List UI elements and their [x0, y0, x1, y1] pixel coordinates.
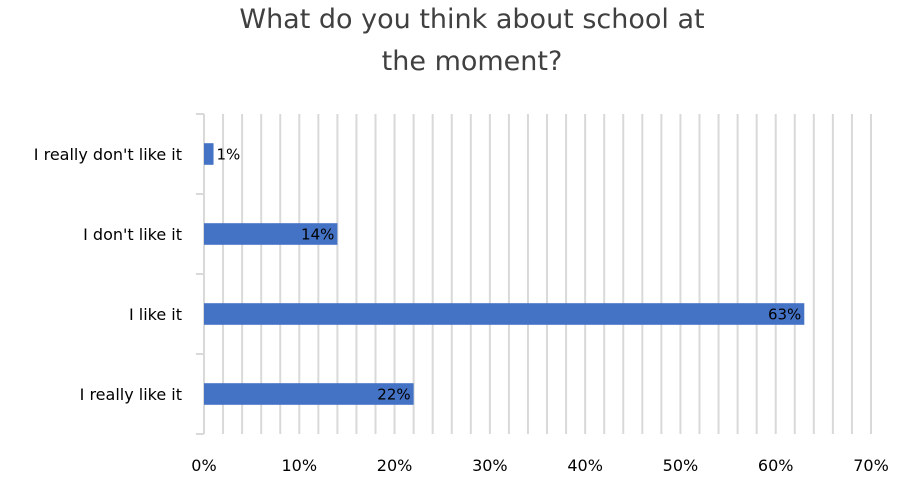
- data-label: 14%: [301, 226, 334, 244]
- x-tick-label: 60%: [758, 456, 794, 475]
- chart-title: What do you think about school at the mo…: [239, 4, 704, 77]
- category-label: I really like it: [80, 385, 182, 404]
- x-tick-label: 30%: [472, 456, 508, 475]
- x-tick-label: 50%: [663, 456, 699, 475]
- chart-title-line-1: What do you think about school at: [239, 4, 704, 35]
- data-label: 1%: [217, 146, 241, 164]
- x-tick-label: 10%: [282, 456, 318, 475]
- data-label: 63%: [768, 306, 801, 324]
- category-label: I like it: [129, 305, 182, 324]
- bars: [204, 143, 805, 405]
- chart-title-line-2: the moment?: [382, 46, 563, 77]
- data-label: 22%: [377, 386, 410, 404]
- bar: [204, 303, 805, 325]
- category-axis: [196, 113, 205, 435]
- gridlines: [222, 114, 872, 434]
- category-label: I really don't like it: [34, 145, 182, 164]
- x-tick-label: 70%: [853, 456, 889, 475]
- bar: [204, 143, 214, 165]
- data-labels: 1% 14% 63% 22%: [217, 146, 802, 404]
- x-tick-label: 0%: [191, 456, 216, 475]
- category-labels: I really don't like it I don't like it I l…: [34, 145, 182, 404]
- x-tick-label: 20%: [377, 456, 413, 475]
- bar: [204, 383, 414, 405]
- x-tick-labels: 0% 10% 20% 30% 40% 50% 60% 70%: [191, 456, 888, 475]
- category-label: I don't like it: [83, 225, 182, 244]
- bar: [204, 223, 338, 245]
- x-tick-label: 40%: [567, 456, 603, 475]
